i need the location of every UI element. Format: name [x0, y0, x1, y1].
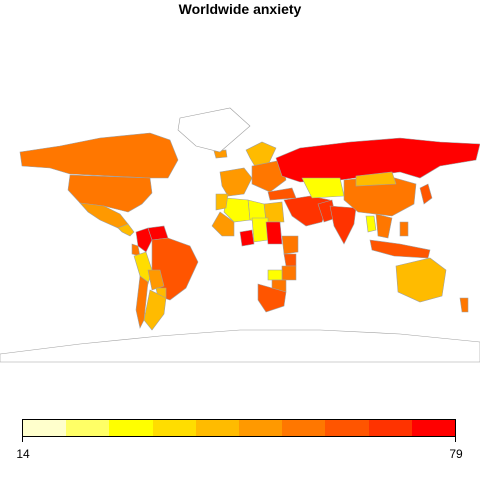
region-united-states	[67, 174, 153, 213]
legend-max-tick	[455, 437, 456, 442]
region-colombia	[135, 227, 153, 253]
color-legend	[22, 419, 456, 437]
legend-bin-6	[239, 420, 283, 436]
region-algeria	[223, 197, 251, 223]
legend-min-tick	[22, 437, 23, 442]
region-philippines	[399, 221, 409, 237]
region-thailand	[365, 215, 377, 233]
region-japan	[419, 183, 433, 205]
region-indonesia	[369, 239, 431, 259]
region-india	[329, 205, 357, 245]
region-bolivia	[147, 269, 165, 291]
legend-bin-4	[152, 420, 196, 436]
region-sudan	[265, 221, 283, 245]
region-venezuela	[147, 225, 169, 241]
region-southeast-asia	[375, 213, 393, 239]
region-canada	[19, 132, 179, 179]
region-tanzania	[281, 265, 297, 281]
region-mali	[211, 211, 235, 237]
region-chile	[135, 275, 149, 329]
region-kazakhstan	[301, 177, 345, 199]
region-ethiopia	[281, 235, 299, 255]
region-new-zealand	[459, 297, 469, 313]
legend-bin-1	[23, 420, 67, 436]
region-zambia	[267, 269, 283, 281]
region-chad	[251, 217, 269, 243]
legend-bin-5	[195, 420, 240, 436]
legend-bin-9	[368, 420, 412, 436]
region-argentina	[143, 289, 167, 331]
region-nigeria	[239, 229, 255, 247]
chart-title: Worldwide anxiety	[178, 1, 302, 17]
legend-max-label: 79	[449, 447, 463, 461]
region-south-africa	[257, 283, 287, 313]
region-antarctica	[0, 329, 480, 363]
legend-min-label: 14	[16, 447, 30, 461]
legend-bin-10	[411, 420, 456, 436]
region-mongolia	[355, 171, 397, 187]
legend-bin-3	[109, 420, 153, 436]
region-western-europe	[219, 167, 253, 197]
region-middle-east	[283, 195, 331, 227]
legend-bin-2	[66, 420, 110, 436]
legend-bin-8	[325, 420, 369, 436]
region-greenland	[177, 107, 251, 153]
region-kenya	[283, 253, 297, 267]
region-australia	[395, 257, 447, 303]
region-morocco	[215, 193, 229, 211]
legend-bin-7	[282, 420, 326, 436]
region-central-america	[117, 223, 135, 237]
